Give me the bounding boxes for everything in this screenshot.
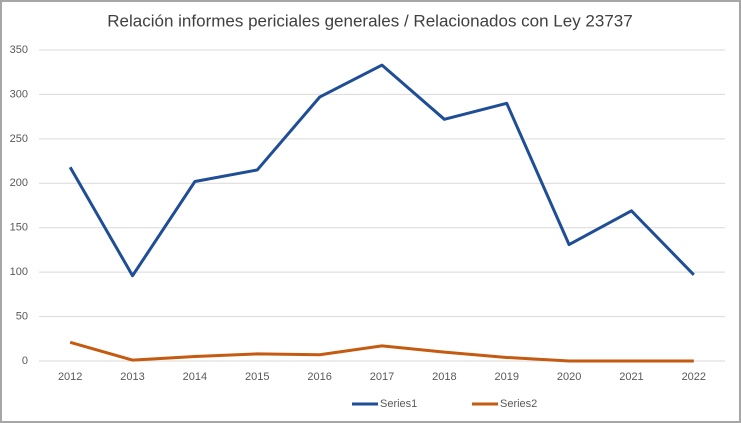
- y-tick-label: 350: [10, 44, 28, 56]
- legend-label: Series1: [380, 398, 417, 410]
- y-tick-label: 200: [10, 177, 28, 189]
- series-line: [68, 63, 695, 278]
- legend-label: Series2: [500, 398, 537, 410]
- y-tick-label: 250: [10, 133, 28, 145]
- y-tick-label: 50: [16, 310, 28, 322]
- chart-title: Relación informes periciales generales /…: [107, 11, 632, 30]
- x-tick-label: 2016: [307, 371, 331, 383]
- series-line: [69, 340, 694, 363]
- x-tick-label: 2017: [370, 371, 394, 383]
- x-tick-label: 2018: [432, 371, 456, 383]
- x-tick-label: 2020: [557, 371, 581, 383]
- x-tick-label: 2022: [682, 371, 706, 383]
- x-tick-label: 2015: [245, 371, 269, 383]
- y-tick-label: 100: [10, 266, 28, 278]
- y-tick-label: 300: [10, 88, 28, 100]
- x-tick-label: 2012: [58, 371, 82, 383]
- y-tick-label: 0: [22, 355, 28, 367]
- x-tick-label: 2014: [183, 371, 207, 383]
- x-tick-label: 2019: [494, 371, 518, 383]
- y-tick-label: 150: [10, 222, 28, 234]
- x-tick-label: 2021: [619, 371, 643, 383]
- x-tick-label: 2013: [120, 371, 144, 383]
